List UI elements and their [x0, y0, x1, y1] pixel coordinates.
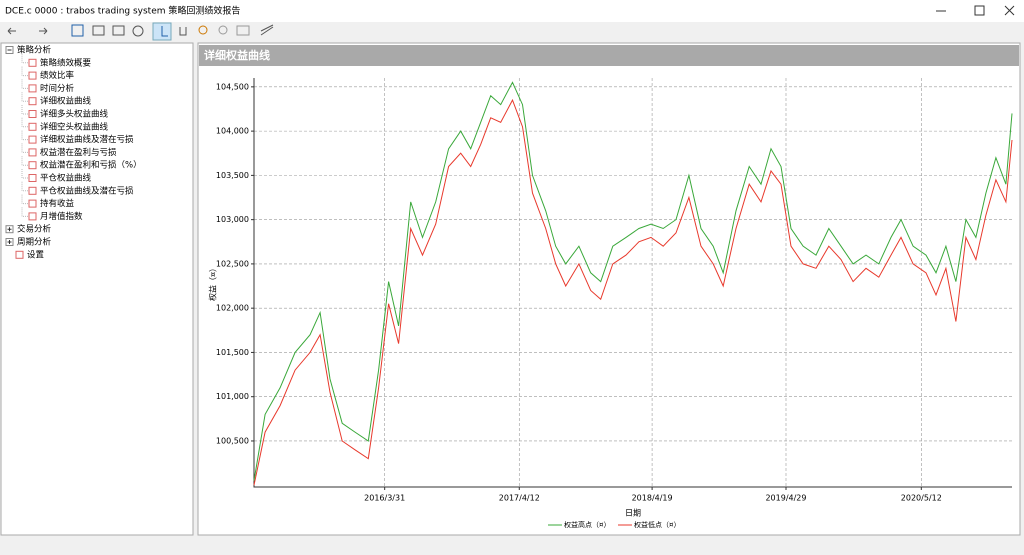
tree-icon [15, 250, 24, 259]
tree-item[interactable]: 平仓权益曲线 [40, 173, 92, 184]
zoom-out[interactable] [218, 25, 228, 35]
y-tick-label: 104,500 [216, 82, 249, 91]
y-axis-label: 权益（¤） [208, 264, 218, 301]
y-tick-label: 104,000 [216, 127, 249, 136]
x-tick-label: 2020/5/12 [901, 494, 942, 503]
x-axis-label: 日期 [625, 509, 641, 518]
tree-icon [28, 212, 37, 221]
tree-icon [28, 84, 37, 93]
report-panel [197, 42, 1021, 536]
tree-line [21, 143, 28, 153]
series-line [253, 98, 1013, 486]
x-tick-label: 2018/4/19 [632, 494, 673, 503]
tree-item[interactable]: 设置 [27, 249, 45, 260]
chart: 100,500 101,000 101,500 102,000 102,500 103,0… [208, 78, 1013, 529]
tree-line [21, 169, 28, 179]
y-tick-label: 102,500 [216, 259, 249, 268]
tree-item[interactable]: 详细多头权益曲线 [40, 109, 109, 120]
print[interactable] [112, 25, 125, 36]
title-bar [0, 0, 1024, 22]
window-controls[interactable] [936, 5, 1015, 16]
tree-icon [28, 135, 37, 144]
tree-icon [28, 174, 37, 182]
y-tick-label: 102,000 [216, 304, 249, 313]
tree-icon [28, 161, 37, 170]
window-title: DCE.c 0000 : trabos trading system 策略回测绩… [5, 5, 240, 17]
tree-item[interactable]: 详细权益曲线 [40, 96, 92, 107]
tree-item[interactable]: 绩效比率 [40, 70, 75, 81]
save[interactable] [71, 24, 84, 37]
tree-group[interactable]: 交易分析 [17, 224, 52, 235]
tree-item[interactable]: 详细空头权益曲线 [40, 121, 109, 132]
expander-sign [7, 227, 12, 232]
tree-icon [28, 122, 37, 131]
tree-group[interactable]: 周期分析 [17, 237, 52, 248]
copy[interactable] [92, 25, 105, 36]
tree-line [21, 53, 28, 64]
x-tick-label: 2019/4/29 [765, 494, 806, 503]
tree-icon [28, 110, 37, 118]
tree-group[interactable]: 策略分析 [17, 45, 52, 56]
legend-label: 权益高点（¤） [564, 520, 610, 529]
tree-item[interactable]: 详细权益曲线及潜在亏损 [40, 134, 134, 145]
tree-item[interactable]: 持有收益 [40, 198, 75, 209]
status-bar [0, 537, 1024, 551]
tree-icon [28, 199, 37, 208]
tree-line [21, 181, 28, 192]
chart-tool[interactable] [260, 24, 274, 36]
legend-label: 权益低点（¤） [634, 520, 680, 529]
tree-item[interactable]: 时间分析 [40, 83, 75, 94]
x-tick-label: 2017/4/12 [499, 494, 540, 503]
settings[interactable] [132, 25, 144, 37]
tree-line [21, 92, 28, 102]
tree-line [21, 66, 28, 77]
y-tick-label: 101,000 [216, 392, 249, 401]
tree-icon [28, 186, 37, 195]
close[interactable] [1004, 5, 1015, 16]
axis [253, 78, 1012, 488]
tree-line [21, 156, 28, 166]
tree-item[interactable]: 权益潜在盈利和亏损（%） [40, 160, 142, 171]
expander-sign [7, 240, 12, 244]
tree-item[interactable]: 策略绩效概要 [40, 57, 92, 68]
y-tick-label: 101,500 [216, 348, 249, 357]
tree-item[interactable]: 月增值指数 [40, 211, 83, 222]
y-tick-label: 103,500 [216, 171, 249, 180]
y-tick-label: 100,500 [216, 436, 249, 445]
tree-line [21, 207, 28, 217]
tree-icon [28, 148, 37, 157]
maximize[interactable] [974, 5, 985, 16]
tree-line [21, 117, 28, 128]
tree: 策略分析策略绩效概要绩效比率时间分析详细权益曲线详细多头权益曲线详细空头权益曲线… [5, 45, 142, 260]
tree-item[interactable]: 权益潜在盈利与亏损 [40, 147, 117, 158]
tree-line [21, 194, 28, 205]
tree-line [21, 105, 28, 115]
toolbar [7, 22, 274, 41]
y-tick-label: 103,000 [216, 215, 249, 224]
series-line [253, 81, 1013, 481]
zoom-in[interactable] [198, 25, 208, 35]
fit[interactable] [236, 25, 250, 36]
forward[interactable] [39, 27, 48, 35]
tree-line [21, 130, 28, 141]
panel-title: 详细权益曲线 [204, 48, 270, 62]
panel-header [199, 45, 1019, 66]
tree-icon [28, 58, 37, 67]
crosshair-icon [161, 26, 168, 37]
tree-icon [28, 97, 37, 106]
back[interactable] [7, 27, 16, 35]
tree-item[interactable]: 平仓权益曲线及潜在亏损 [40, 185, 134, 196]
tree-line [21, 79, 28, 89]
x-tick-label: 2016/3/31 [364, 494, 405, 503]
pan[interactable] [179, 27, 187, 36]
tree-icon [28, 71, 37, 80]
